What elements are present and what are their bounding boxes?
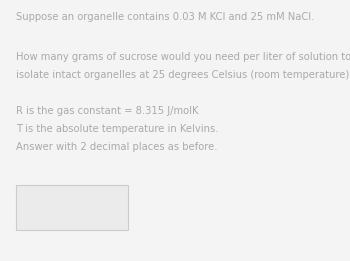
- Text: How many grams of sucrose would you need per liter of solution to: How many grams of sucrose would you need…: [16, 52, 350, 62]
- Text: T is the absolute temperature in Kelvins.: T is the absolute temperature in Kelvins…: [16, 124, 218, 134]
- Text: isolate intact organelles at 25 degrees Celsius (room temperature)?: isolate intact organelles at 25 degrees …: [16, 70, 350, 80]
- FancyBboxPatch shape: [16, 185, 128, 230]
- Text: R is the gas constant = 8.315 J/molK: R is the gas constant = 8.315 J/molK: [16, 106, 198, 116]
- Text: Answer with 2 decimal places as before.: Answer with 2 decimal places as before.: [16, 142, 217, 152]
- Text: Suppose an organelle contains 0.03 M KCl and 25 mM NaCl.: Suppose an organelle contains 0.03 M KCl…: [16, 12, 314, 22]
